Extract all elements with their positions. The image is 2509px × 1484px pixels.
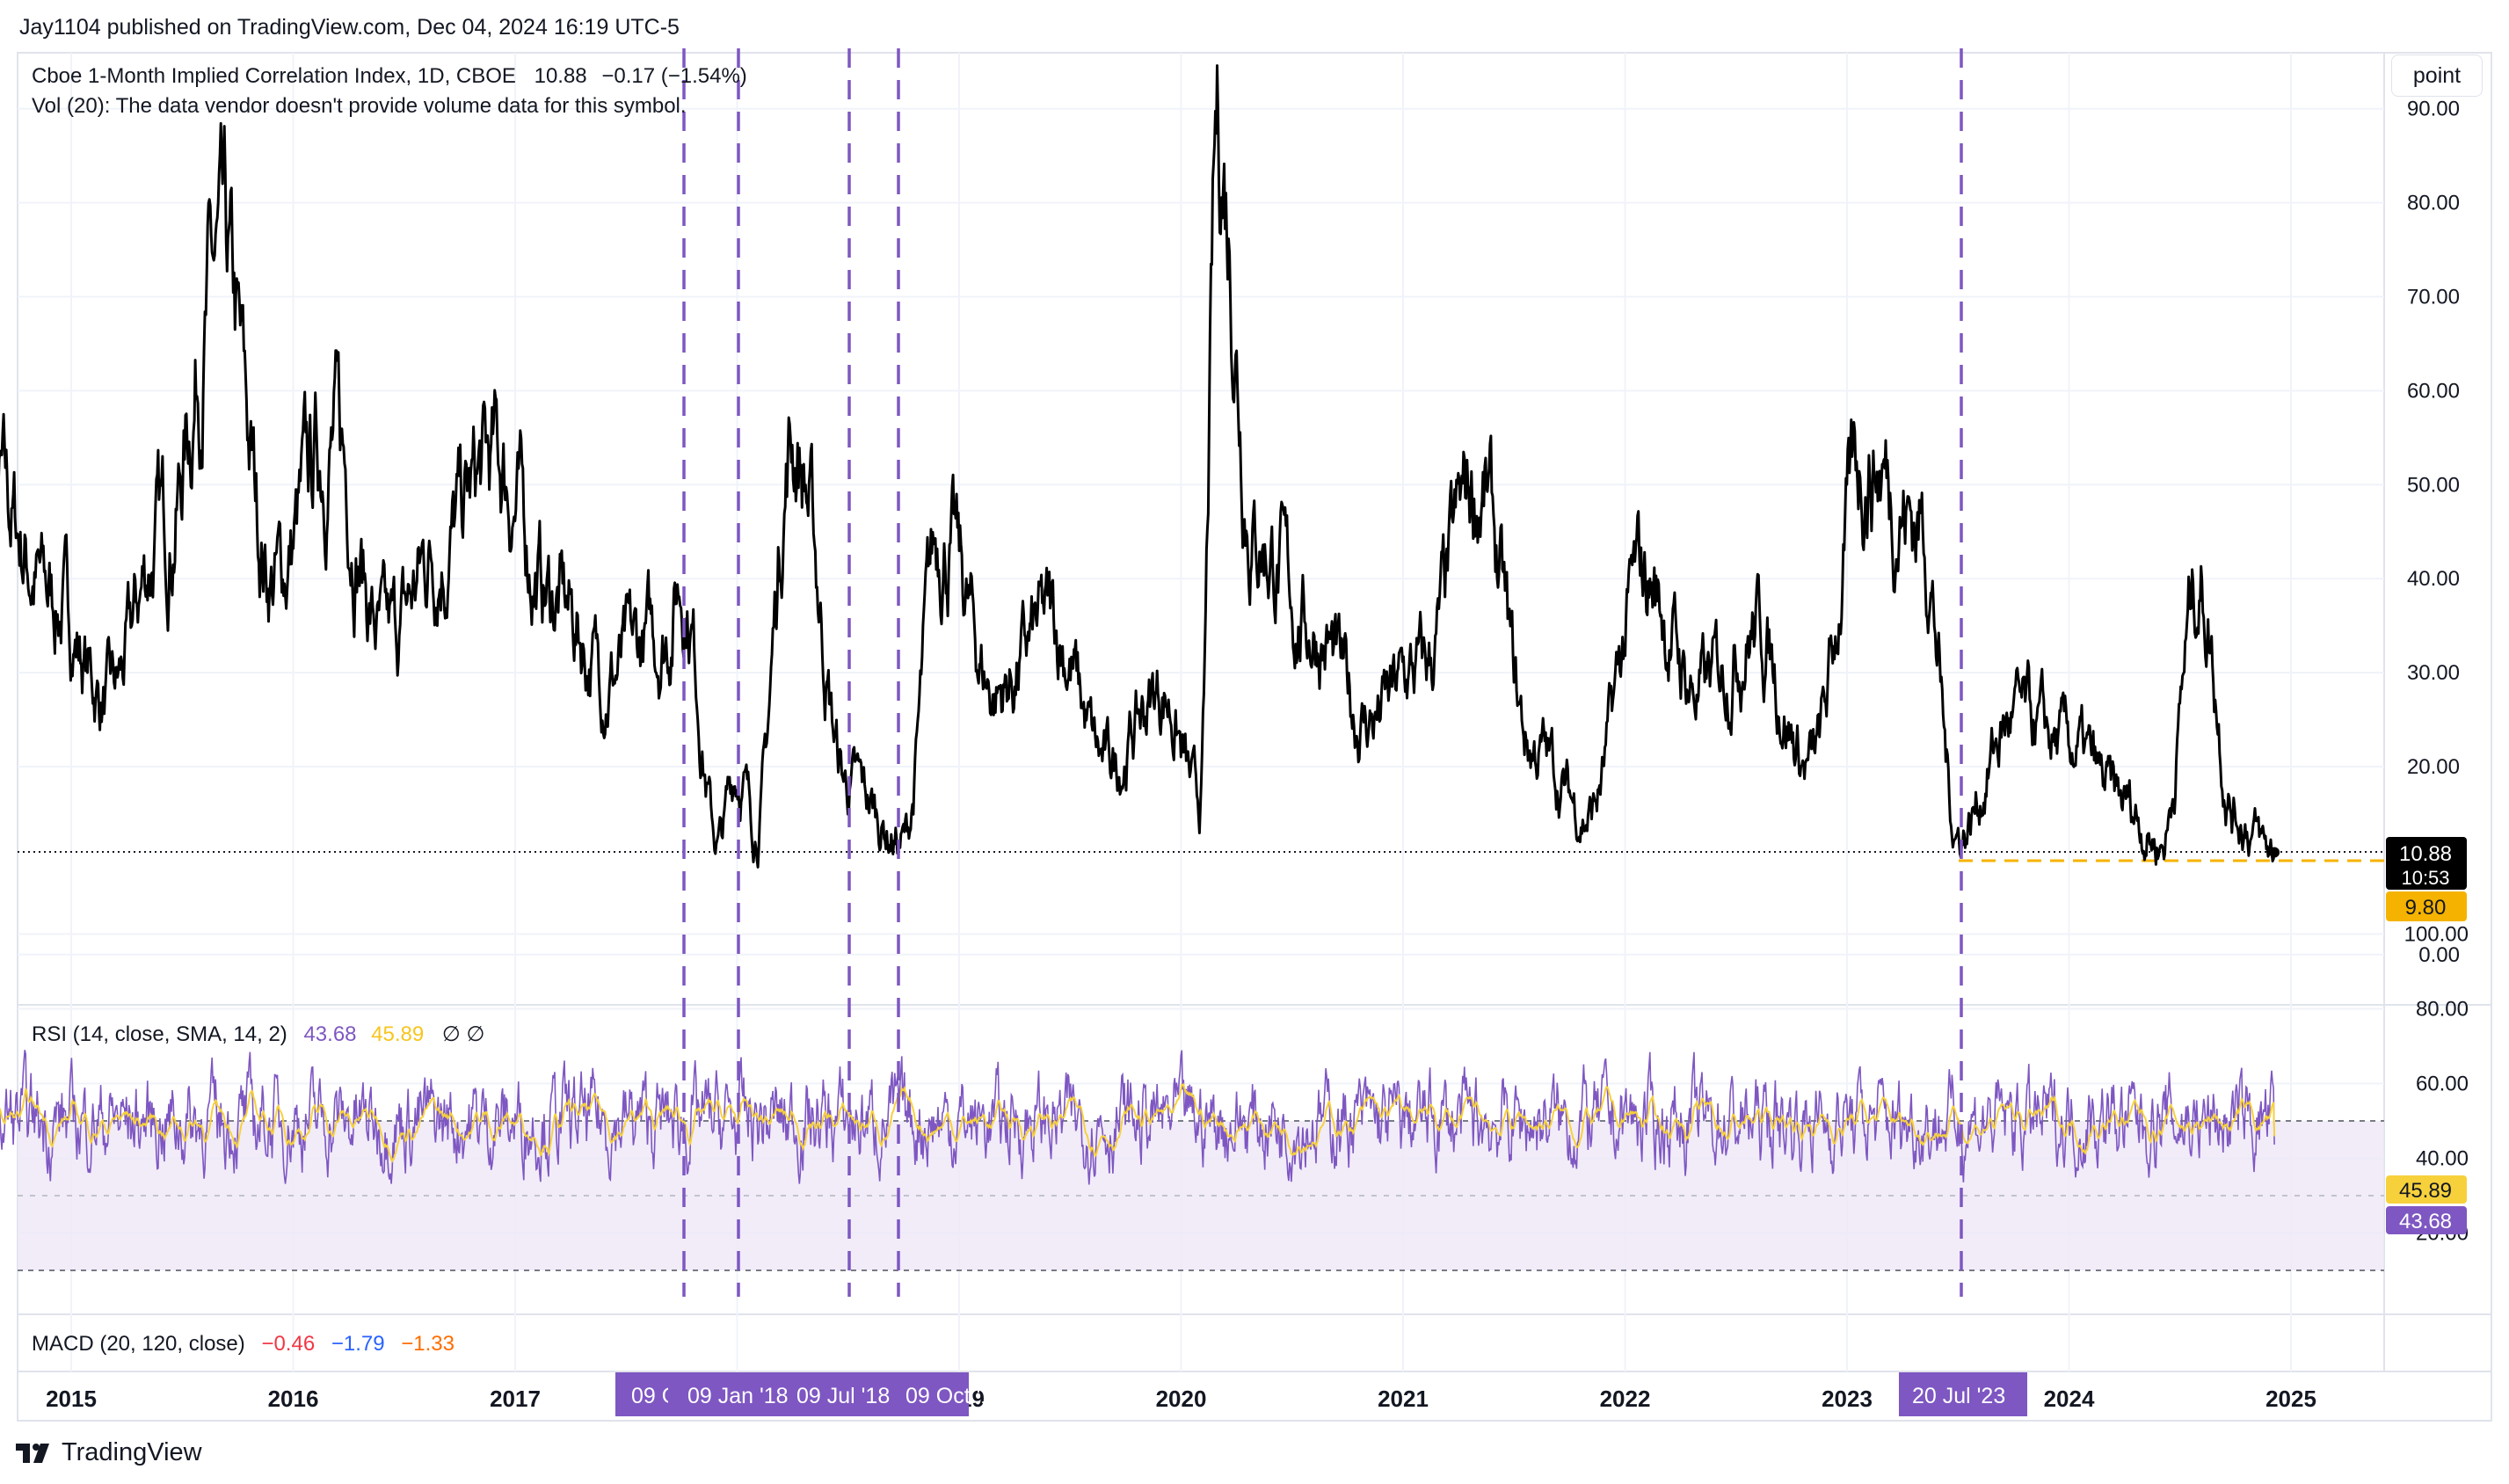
rsi-ma-line bbox=[0, 1082, 2276, 1163]
year-label: 2017 bbox=[490, 1386, 541, 1412]
price-scale: 90.00 80.00 70.00 60.00 50.00 40.00 30.00 20.00… bbox=[2407, 98, 2460, 967]
time-marker-bg-2 bbox=[668, 1372, 800, 1416]
last-price-label: 10.88 bbox=[2399, 842, 2452, 866]
year-label: 2024 bbox=[2044, 1386, 2095, 1412]
last-price-dot bbox=[2269, 847, 2280, 858]
point-button[interactable]: point bbox=[2391, 55, 2483, 97]
legend-last: 10.88 bbox=[535, 64, 587, 88]
brand-name: TradingView bbox=[62, 1438, 202, 1466]
price-tick-label: 0.00 bbox=[2418, 943, 2460, 967]
price-tick-label: 90.00 bbox=[2407, 98, 2460, 121]
macd-legend: MACD (20, 120, close) −0.46 −1.79 −1.33 bbox=[32, 1332, 455, 1356]
year-label: 2022 bbox=[1600, 1386, 1651, 1412]
price-tick-label: 30.00 bbox=[2407, 661, 2460, 685]
rsi-value-tag bbox=[2386, 1206, 2467, 1234]
brand[interactable]: TradingView bbox=[16, 1438, 202, 1467]
rsi-tick-label: 60.00 bbox=[2416, 1073, 2469, 1096]
legend-main-line: Cboe 1-Month Implied Correlation Index, … bbox=[32, 64, 747, 88]
hline-label: 9.80 bbox=[2405, 896, 2447, 920]
rsi-tick-label: 100.00 bbox=[2404, 923, 2469, 947]
time-marker-bg-3 bbox=[802, 1372, 907, 1416]
price-tick-label: 50.00 bbox=[2407, 473, 2460, 497]
rsi-series bbox=[0, 1050, 2276, 1185]
macd-v1: −0.46 bbox=[261, 1332, 315, 1356]
vol-note: Vol (20): The data vendor doesn't provid… bbox=[32, 94, 687, 118]
year-label: 2021 bbox=[1378, 1386, 1429, 1412]
price-series bbox=[0, 64, 2280, 869]
price-tick-label: 80.00 bbox=[2407, 192, 2460, 215]
legend-symbol: Cboe 1-Month Implied Correlation Index, … bbox=[32, 64, 516, 88]
macd-v2: −1.79 bbox=[331, 1332, 385, 1356]
time-marker-jan-18: 09 Jan '18 bbox=[687, 1384, 789, 1408]
price-tick-label: 40.00 bbox=[2407, 567, 2460, 591]
year-label: 2023 bbox=[1822, 1386, 1873, 1412]
macd-v3: −1.33 bbox=[401, 1332, 455, 1356]
rsi-ma-tag bbox=[2386, 1175, 2467, 1204]
price-tick-label: 20.00 bbox=[2407, 755, 2460, 779]
time-marker-bg-4 bbox=[911, 1372, 969, 1416]
hline-tag bbox=[2386, 891, 2467, 921]
rsi-legend-value: 43.68 bbox=[303, 1022, 356, 1046]
legend-change: −0.17 (−1.54%) bbox=[601, 64, 746, 88]
time-marker-jul-18: 09 Jul '18 bbox=[796, 1384, 890, 1408]
year-label: 2020 bbox=[1156, 1386, 1207, 1412]
rsi-value-label: 43.68 bbox=[2399, 1210, 2452, 1233]
rsi-ma-label: 45.89 bbox=[2399, 1179, 2452, 1203]
rsi-title: RSI (14, close, SMA, 14, 2) bbox=[32, 1022, 287, 1046]
year-label: 2016 bbox=[268, 1386, 319, 1412]
published-line: Jay1104 published on TradingView.com, De… bbox=[19, 15, 680, 40]
price-line bbox=[0, 64, 2276, 869]
year-label: 2015 bbox=[46, 1386, 97, 1412]
year-label: 2025 bbox=[2265, 1386, 2316, 1412]
rsi-legend-extra: ∅ ∅ bbox=[442, 1022, 484, 1046]
macd-title: MACD (20, 120, close) bbox=[32, 1332, 245, 1356]
rsi-tick-label: 40.00 bbox=[2416, 1147, 2469, 1171]
chart-frame bbox=[17, 52, 2492, 1422]
rsi-legend-ma: 45.89 bbox=[371, 1022, 424, 1046]
rsi-legend: RSI (14, close, SMA, 14, 2) 43.68 45.89 … bbox=[32, 1022, 484, 1046]
time-marker-jul-23: 20 Jul '23 bbox=[1912, 1384, 2005, 1408]
price-tick-label: 70.00 bbox=[2407, 286, 2460, 309]
last-price-tag bbox=[2386, 837, 2467, 890]
vertical-markers bbox=[682, 48, 1963, 1297]
price-tick-label: 60.00 bbox=[2407, 379, 2460, 403]
tradingview-logo-icon bbox=[16, 1443, 49, 1463]
time-marker-oct-18: 09 Oct '18 bbox=[905, 1384, 1005, 1408]
rsi-tick-label: 80.00 bbox=[2416, 998, 2469, 1022]
countdown-label: 10:53 bbox=[2401, 867, 2449, 889]
time-marker-jul-23-bg bbox=[1899, 1372, 2027, 1416]
